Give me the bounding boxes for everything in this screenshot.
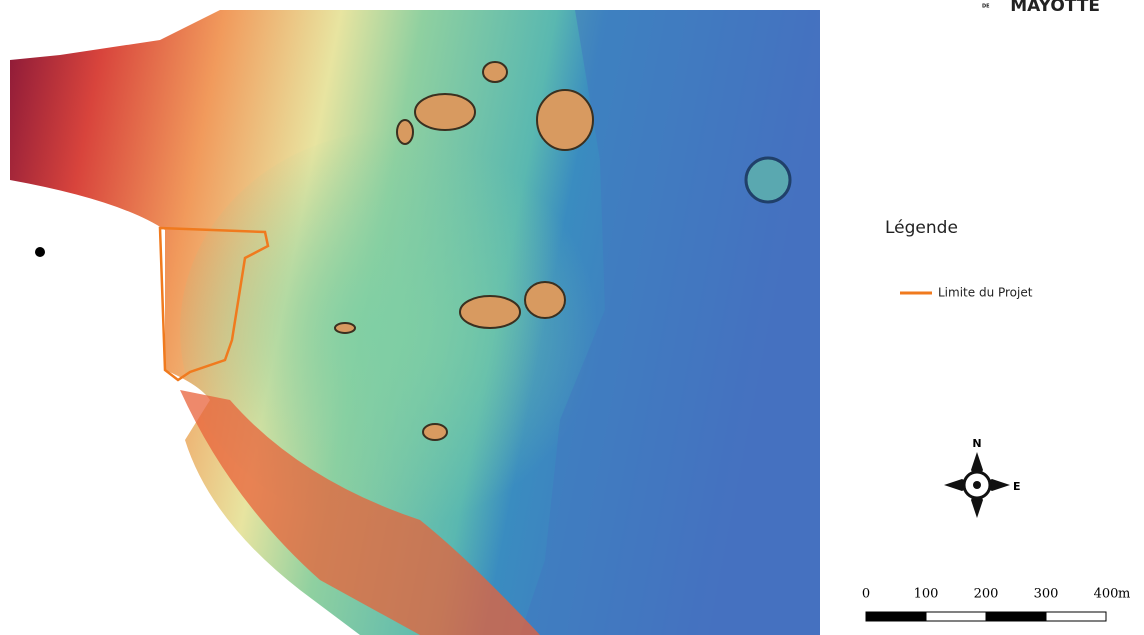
legend-title: Légende — [885, 218, 958, 238]
deep-water — [520, 10, 820, 635]
scale-unit: m — [1118, 587, 1130, 602]
scale-label: 300 — [1034, 587, 1059, 602]
map-frame — [10, 10, 820, 635]
land-blank — [10, 180, 360, 635]
scale-segment — [985, 611, 1047, 622]
reef-patches — [334, 61, 594, 441]
title-prefix: DE — [982, 4, 990, 10]
reef-edge — [180, 390, 540, 635]
rock — [35, 247, 45, 257]
scale-label: 200 — [974, 587, 999, 602]
scale-label: 0 — [862, 587, 870, 602]
title: MAYOTTE — [1010, 0, 1100, 16]
scale-segment — [1045, 611, 1107, 622]
compass-north: N — [972, 437, 981, 450]
scale-label: 400 — [1094, 587, 1119, 602]
compass-east: E — [1013, 480, 1021, 493]
land-blank — [10, 10, 220, 60]
reef-shelf — [180, 130, 620, 530]
project-boundary — [158, 226, 270, 382]
legend-label: Limite du Projet — [938, 286, 1033, 300]
compass — [944, 452, 1010, 518]
scale-bar: 0 100 200 300 400 m — [862, 587, 1130, 622]
scale-label: 100 — [914, 587, 939, 602]
seamount — [744, 156, 792, 204]
scale-segment — [925, 611, 987, 622]
scale-segment — [865, 611, 927, 622]
